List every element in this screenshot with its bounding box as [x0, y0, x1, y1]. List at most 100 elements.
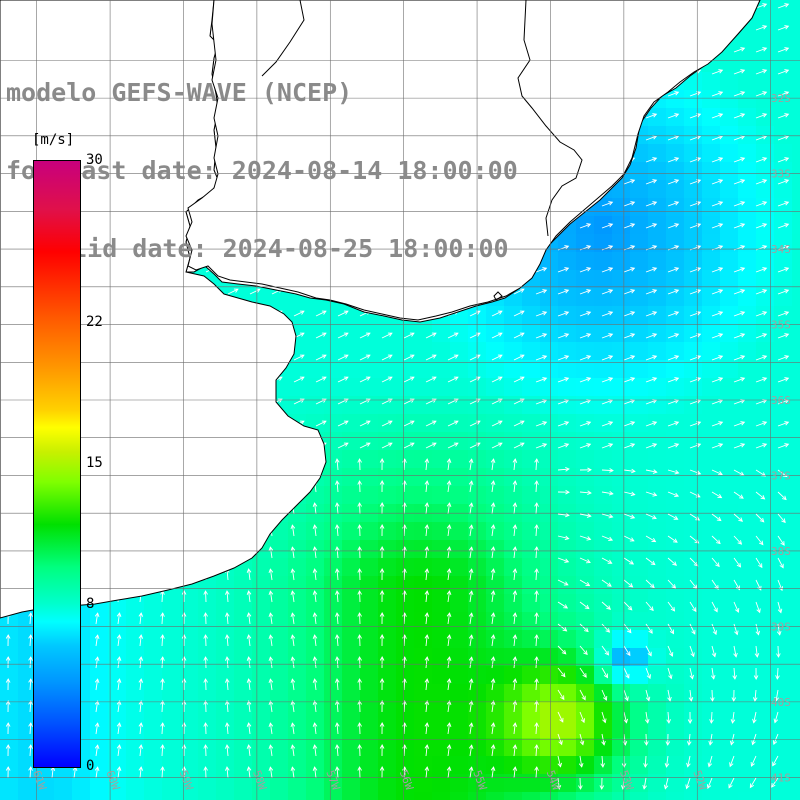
- wind-cell: [504, 450, 522, 468]
- wind-cell: [702, 378, 720, 396]
- wind-cell: [144, 630, 162, 648]
- wind-cell: [648, 198, 666, 216]
- wind-cell: [774, 306, 792, 324]
- wind-cell: [540, 450, 558, 468]
- wind-cell: [432, 594, 450, 612]
- wind-cell: [774, 702, 792, 720]
- wind-cell: [162, 756, 180, 774]
- wind-cell: [648, 342, 666, 360]
- wind-cell: [612, 720, 630, 738]
- wind-cell: [756, 666, 774, 684]
- wind-cell: [198, 630, 216, 648]
- wind-cell: [702, 306, 720, 324]
- wind-cell: [216, 666, 234, 684]
- wind-cell: [756, 342, 774, 360]
- wind-cell: [162, 630, 180, 648]
- wind-cell: [126, 666, 144, 684]
- wind-cell: [630, 468, 648, 486]
- wind-cell: [630, 450, 648, 468]
- wind-cell: [774, 36, 792, 54]
- wind-cell: [126, 738, 144, 756]
- wind-cell: [450, 612, 468, 630]
- wind-cell: [684, 702, 702, 720]
- wind-cell: [630, 378, 648, 396]
- wind-cell: [738, 324, 756, 342]
- wind-cell: [630, 306, 648, 324]
- wind-cell: [630, 432, 648, 450]
- wind-cell: [756, 540, 774, 558]
- wind-arrow: [777, 3, 790, 9]
- wind-cell: [0, 684, 18, 702]
- wind-cell: [252, 648, 270, 666]
- wind-cell: [162, 774, 180, 792]
- wind-cell: [288, 720, 306, 738]
- wind-cell: [792, 738, 800, 756]
- wind-cell: [360, 432, 378, 450]
- wind-cell: [306, 558, 324, 576]
- wind-cell: [792, 414, 800, 432]
- legend-tick-label: 8: [86, 596, 95, 613]
- wind-cell: [522, 396, 540, 414]
- wind-cell: [396, 522, 414, 540]
- wind-cell: [450, 324, 468, 342]
- wind-cell: [18, 630, 36, 648]
- wind-cell: [540, 576, 558, 594]
- wind-cell: [792, 18, 800, 36]
- wind-cell: [792, 612, 800, 630]
- wind-cell: [684, 396, 702, 414]
- wind-cell: [198, 648, 216, 666]
- wind-cell: [414, 342, 432, 360]
- wind-cell: [558, 792, 576, 800]
- wind-cell: [360, 396, 378, 414]
- wind-cell: [414, 648, 432, 666]
- wind-cell: [432, 540, 450, 558]
- wind-cell: [594, 432, 612, 450]
- wind-cell: [324, 594, 342, 612]
- wind-cell: [324, 576, 342, 594]
- wind-cell: [0, 702, 18, 720]
- wind-cell: [270, 738, 288, 756]
- wind-cell: [702, 288, 720, 306]
- wind-cell: [648, 468, 666, 486]
- wind-cell: [504, 702, 522, 720]
- wind-cell: [360, 522, 378, 540]
- wind-cell: [666, 522, 684, 540]
- wind-cell: [522, 324, 540, 342]
- wind-cell: [180, 774, 198, 792]
- wind-cell: [720, 774, 738, 792]
- wind-cell: [792, 432, 800, 450]
- wind-cell: [378, 576, 396, 594]
- wind-cell: [738, 198, 756, 216]
- wind-cell: [648, 684, 666, 702]
- wind-cell: [180, 648, 198, 666]
- wind-cell: [90, 684, 108, 702]
- wind-cell: [612, 432, 630, 450]
- wind-cell: [576, 720, 594, 738]
- wind-arrow: [733, 69, 746, 75]
- wind-cell: [540, 648, 558, 666]
- wind-cell: [324, 306, 342, 324]
- wind-cell: [720, 558, 738, 576]
- wind-cell: [702, 216, 720, 234]
- wind-cell: [576, 486, 594, 504]
- wind-cell: [396, 342, 414, 360]
- wind-cell: [522, 594, 540, 612]
- wind-cell: [630, 576, 648, 594]
- wind-cell: [738, 522, 756, 540]
- wind-cell: [576, 630, 594, 648]
- wind-cell: [774, 144, 792, 162]
- wind-cell: [522, 432, 540, 450]
- wind-cell: [612, 558, 630, 576]
- wind-cell: [630, 234, 648, 252]
- wind-cell: [432, 468, 450, 486]
- wind-cell: [504, 468, 522, 486]
- wind-cell: [720, 432, 738, 450]
- wind-cell: [540, 324, 558, 342]
- wind-cell: [234, 792, 252, 800]
- wind-cell: [306, 594, 324, 612]
- wind-cell: [576, 738, 594, 756]
- wind-cell: [540, 468, 558, 486]
- wind-cell: [612, 738, 630, 756]
- wind-cell: [738, 414, 756, 432]
- wind-cell: [558, 342, 576, 360]
